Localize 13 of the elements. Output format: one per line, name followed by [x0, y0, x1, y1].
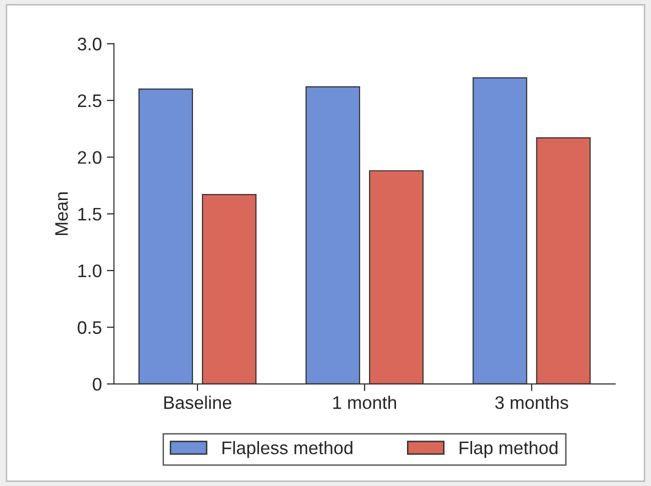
y-tick-label: 1.5	[78, 208, 102, 221]
y-tick-label: 2.5	[78, 94, 102, 108]
x-tick-label: Baseline	[164, 396, 232, 410]
y-tick-label: 3.0	[78, 38, 102, 50]
x-tick-label: 1 month	[333, 396, 396, 410]
y-tick-label: 0.5	[78, 321, 102, 334]
y-tick-label: 0	[92, 378, 102, 391]
y-tick-label: 1.0	[78, 264, 102, 278]
x-tick-label: 3 months	[495, 396, 568, 410]
legend-label: Flapless method	[222, 441, 352, 458]
y-tick-label: 2.0	[78, 151, 102, 164]
legend-label: Flap method	[460, 441, 558, 458]
y-axis-title: Mean	[55, 192, 68, 235]
